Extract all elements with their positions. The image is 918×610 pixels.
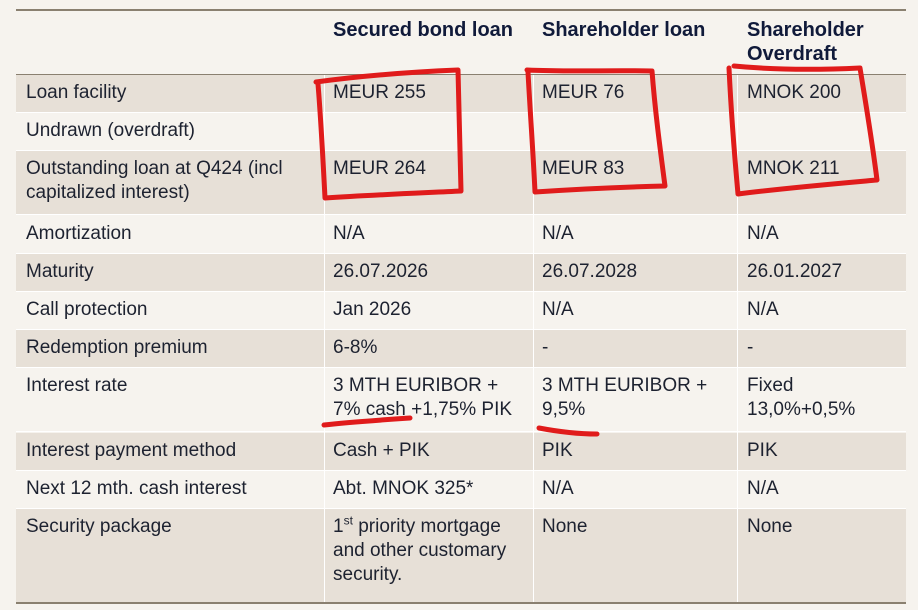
row-label: Redemption premium xyxy=(26,337,208,358)
bottom-rule xyxy=(16,602,906,604)
cell-secured: 1st priority mortgage and other customar… xyxy=(333,515,528,587)
column-divider xyxy=(737,75,738,602)
row-label: Amortization xyxy=(26,223,132,244)
row-label: Undrawn (overdraft) xyxy=(26,120,195,141)
cell-secured: Jan 2026 xyxy=(333,299,412,320)
row-label: Interest rate xyxy=(26,375,128,396)
top-rule xyxy=(16,9,906,11)
cell-overdraft: - xyxy=(747,337,754,358)
cell-shareholder: N/A xyxy=(542,478,574,499)
cell-text: priority mortgage and other customary se… xyxy=(333,516,507,585)
cell-overdraft: N/A xyxy=(747,299,779,320)
cell-secured: MEUR 255 xyxy=(333,82,426,103)
row-divider xyxy=(16,367,906,368)
table-row: Next 12 mth. cash interest Abt. MNOK 325… xyxy=(16,471,906,509)
cell-shareholder: PIK xyxy=(542,440,573,461)
table-row: Redemption premium 6-8% - - xyxy=(16,330,906,368)
table-row: Security package 1st priority mortgage a… xyxy=(16,509,906,602)
cell-overdraft: PIK xyxy=(747,440,778,461)
column-divider xyxy=(533,75,534,602)
cell-secured: Cash + PIK xyxy=(333,440,430,461)
cell-shareholder: 3 MTH EURIBOR + 9,5% xyxy=(542,375,708,420)
row-label: Call protection xyxy=(26,299,148,320)
table-row: Amortization N/A N/A N/A xyxy=(16,216,906,254)
row-label: Next 12 mth. cash interest xyxy=(26,478,247,499)
cell-shareholder: None xyxy=(542,516,588,537)
table-row: Loan facility MEUR 255 MEUR 76 MNOK 200 xyxy=(16,75,906,113)
cell-shareholder: N/A xyxy=(542,299,574,320)
cell-overdraft: N/A xyxy=(747,478,779,499)
row-divider xyxy=(16,291,906,292)
column-divider xyxy=(324,75,325,602)
header-shareholder-loan: Shareholder loan xyxy=(542,19,706,41)
cell-shareholder: MEUR 76 xyxy=(542,82,625,103)
row-divider xyxy=(16,253,906,254)
cell-shareholder: 26.07.2028 xyxy=(542,261,638,282)
row-label: Interest payment method xyxy=(26,440,237,461)
cell-overdraft: MNOK 200 xyxy=(747,82,841,103)
cell-secured: 26.07.2026 xyxy=(333,261,429,282)
row-label: Security package xyxy=(26,516,172,537)
superscript-base: 1 xyxy=(333,516,344,537)
cell-shareholder: N/A xyxy=(542,223,574,244)
cell-secured: Abt. MNOK 325* xyxy=(333,478,474,499)
row-divider xyxy=(16,214,906,215)
cell-overdraft: N/A xyxy=(747,223,779,244)
table-row: Interest payment method Cash + PIK PIK P… xyxy=(16,433,906,471)
table-row: Outstanding loan at Q424 (incl capitaliz… xyxy=(16,151,906,215)
table-row: Interest rate 3 MTH EURIBOR + 7% cash +1… xyxy=(16,368,906,432)
table-row: Undrawn (overdraft) xyxy=(16,113,906,151)
header-secured-bond-loan: Secured bond loan xyxy=(333,19,514,41)
row-label: Loan facility xyxy=(26,82,127,103)
cell-secured: 6-8% xyxy=(333,337,378,358)
cell-overdraft: None xyxy=(747,516,793,537)
cell-secured: 3 MTH EURIBOR + 7% cash +1,75% PIK xyxy=(333,375,513,420)
cell-secured: N/A xyxy=(333,223,365,244)
table-row: Maturity 26.07.2026 26.07.2028 26.01.202… xyxy=(16,254,906,292)
row-label: Outstanding loan at Q424 (incl capitaliz… xyxy=(26,158,283,203)
row-divider xyxy=(16,431,906,432)
cell-overdraft: 26.01.2027 xyxy=(747,261,843,282)
table-row: Call protection Jan 2026 N/A N/A xyxy=(16,292,906,330)
row-label: Maturity xyxy=(26,261,94,282)
row-divider xyxy=(16,508,906,509)
row-divider xyxy=(16,329,906,330)
superscript: st xyxy=(343,513,353,528)
cell-secured: MEUR 264 xyxy=(333,158,426,179)
cell-shareholder: MEUR 83 xyxy=(542,158,625,179)
row-divider xyxy=(16,470,906,471)
cell-shareholder: - xyxy=(542,337,549,358)
cell-overdraft: MNOK 211 xyxy=(747,158,840,179)
header-shareholder-overdraft: Shareholder Overdraft xyxy=(747,19,864,65)
cell-overdraft: Fixed 13,0%+0,5% xyxy=(747,375,856,420)
